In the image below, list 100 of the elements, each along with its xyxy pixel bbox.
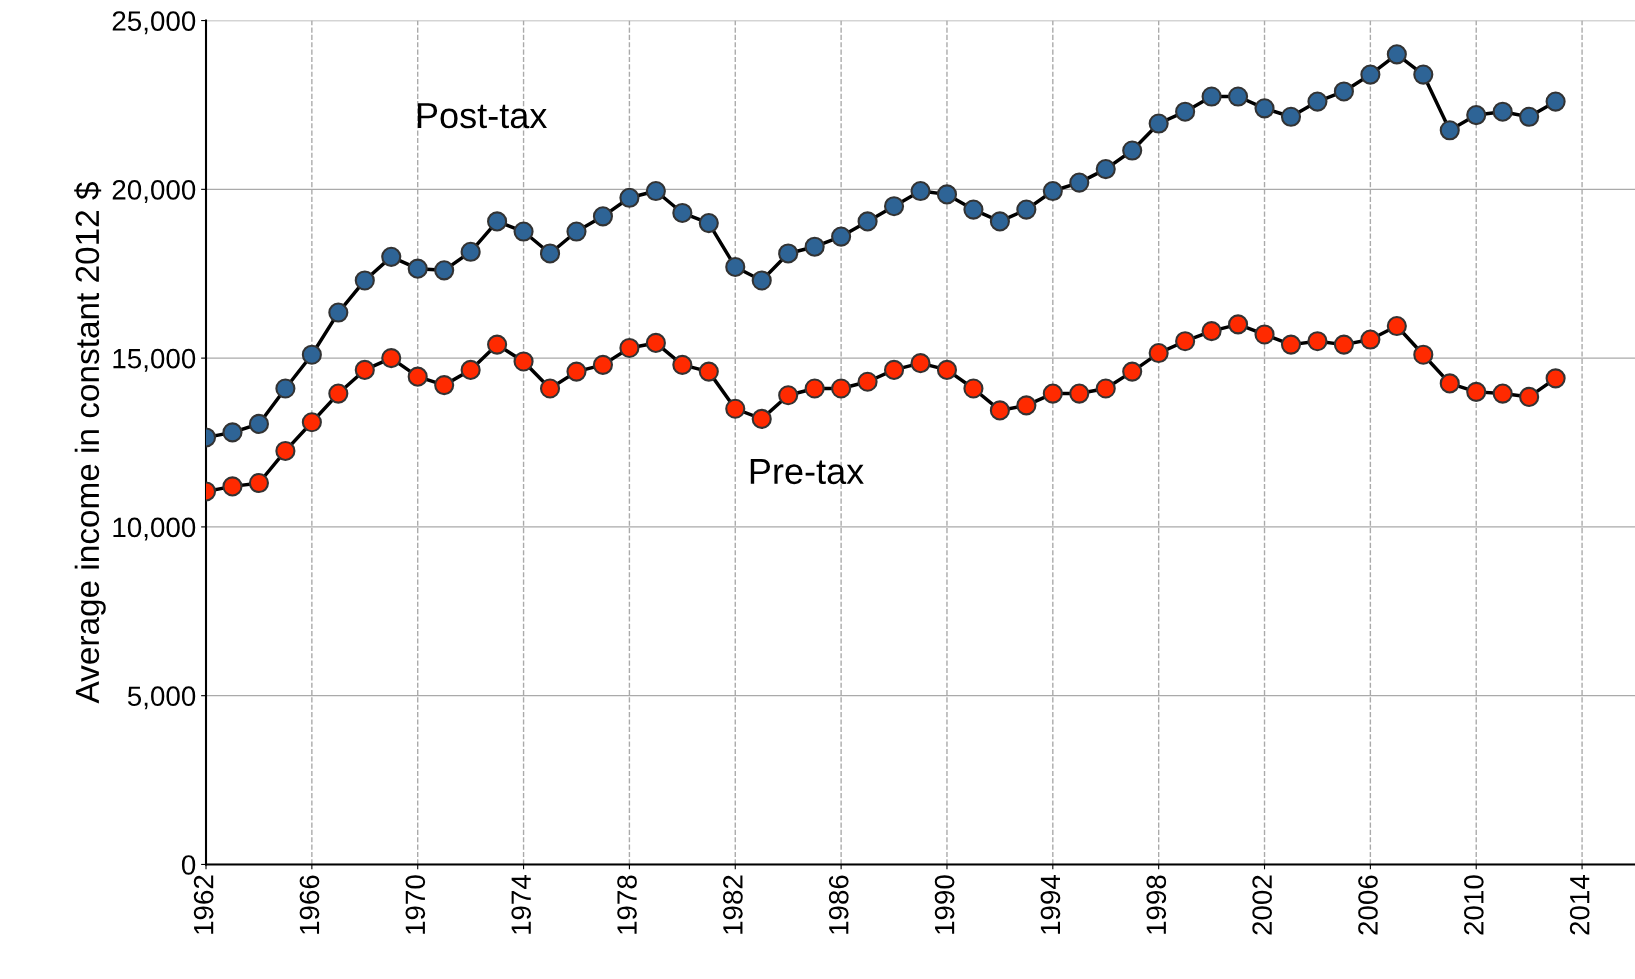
point <box>487 211 508 232</box>
point <box>698 213 719 234</box>
point <box>857 211 878 232</box>
y-tick-label: 20,000 <box>112 180 196 203</box>
point <box>354 270 375 291</box>
point <box>592 206 614 227</box>
point <box>1069 172 1090 193</box>
point <box>778 385 799 406</box>
x-tick-label: 1974 <box>511 874 532 934</box>
point <box>1016 199 1037 220</box>
point <box>539 243 561 264</box>
point <box>1227 314 1249 335</box>
point <box>1201 321 1222 342</box>
point <box>963 199 984 220</box>
point <box>698 361 719 382</box>
point <box>328 302 349 323</box>
x-tick-label: 1966 <box>299 875 320 934</box>
y-tick-label: 15,000 <box>113 348 196 372</box>
point <box>1386 315 1407 337</box>
x-tick-label: 1970 <box>405 875 426 934</box>
point <box>1439 120 1460 141</box>
y-axis-title: Average income in constant 2012 $ <box>74 182 106 704</box>
point <box>301 344 322 365</box>
point <box>778 243 799 264</box>
point <box>1122 361 1143 382</box>
point <box>1466 105 1487 126</box>
point <box>434 375 455 396</box>
x-tick-label: 1990 <box>934 875 955 934</box>
point <box>1122 140 1143 161</box>
point <box>1201 86 1222 107</box>
point <box>672 354 693 375</box>
point <box>883 196 905 217</box>
y-tick-label: 10,000 <box>113 517 196 541</box>
point <box>566 361 587 382</box>
point <box>1519 386 1540 408</box>
point <box>725 398 746 419</box>
x-tick-label: 1986 <box>828 875 849 934</box>
point <box>222 476 243 497</box>
point <box>725 256 746 278</box>
point <box>248 472 269 494</box>
point <box>936 184 958 205</box>
point <box>645 332 666 353</box>
point <box>1175 331 1196 352</box>
point <box>381 348 402 369</box>
point <box>1148 113 1169 134</box>
point <box>381 246 402 267</box>
point <box>513 221 534 242</box>
point <box>1042 383 1063 404</box>
point <box>460 241 481 262</box>
x-tick-label: 1982 <box>723 875 743 934</box>
point <box>1095 378 1116 399</box>
point <box>301 412 322 433</box>
point <box>989 400 1010 421</box>
point <box>222 422 243 443</box>
x-tick-label: 2002 <box>1252 875 1272 935</box>
point <box>751 270 772 291</box>
x-tick-label: 2010 <box>1464 875 1484 935</box>
point <box>910 353 931 374</box>
point <box>831 378 852 399</box>
point <box>328 383 349 404</box>
point <box>619 187 640 208</box>
point <box>1492 101 1513 122</box>
point <box>804 378 825 399</box>
text: Post-tax <box>417 103 547 129</box>
point <box>407 366 428 387</box>
point <box>592 354 614 375</box>
point <box>804 236 825 257</box>
point <box>751 408 772 429</box>
point <box>1386 44 1407 65</box>
point <box>434 260 455 281</box>
y-tick-label: 0 <box>181 855 196 875</box>
y-tick-label: 25,000 <box>112 11 196 35</box>
point <box>1175 101 1196 122</box>
point <box>1333 81 1354 102</box>
point <box>645 180 666 202</box>
point <box>1333 334 1354 355</box>
point <box>1227 86 1249 107</box>
point <box>539 378 561 399</box>
point <box>1545 91 1566 112</box>
x-tick-label: 1994 <box>1040 874 1061 934</box>
point <box>1360 329 1381 350</box>
point <box>275 440 296 462</box>
point <box>963 378 984 399</box>
point <box>1095 159 1116 180</box>
point <box>1042 180 1063 202</box>
x-tick-label: 1998 <box>1146 875 1167 934</box>
point <box>989 211 1010 232</box>
point <box>1280 334 1302 355</box>
point <box>1254 324 1275 345</box>
point <box>1254 98 1275 119</box>
point <box>275 378 296 399</box>
x-tick-label: 1978 <box>617 875 637 934</box>
x-tick-label: 2014 <box>1569 874 1590 935</box>
series-label: Pre-tax <box>750 458 864 485</box>
point <box>1439 373 1460 394</box>
point <box>1069 383 1090 404</box>
point <box>1545 368 1566 389</box>
point <box>1307 331 1328 352</box>
point <box>619 337 640 359</box>
point <box>248 413 269 435</box>
